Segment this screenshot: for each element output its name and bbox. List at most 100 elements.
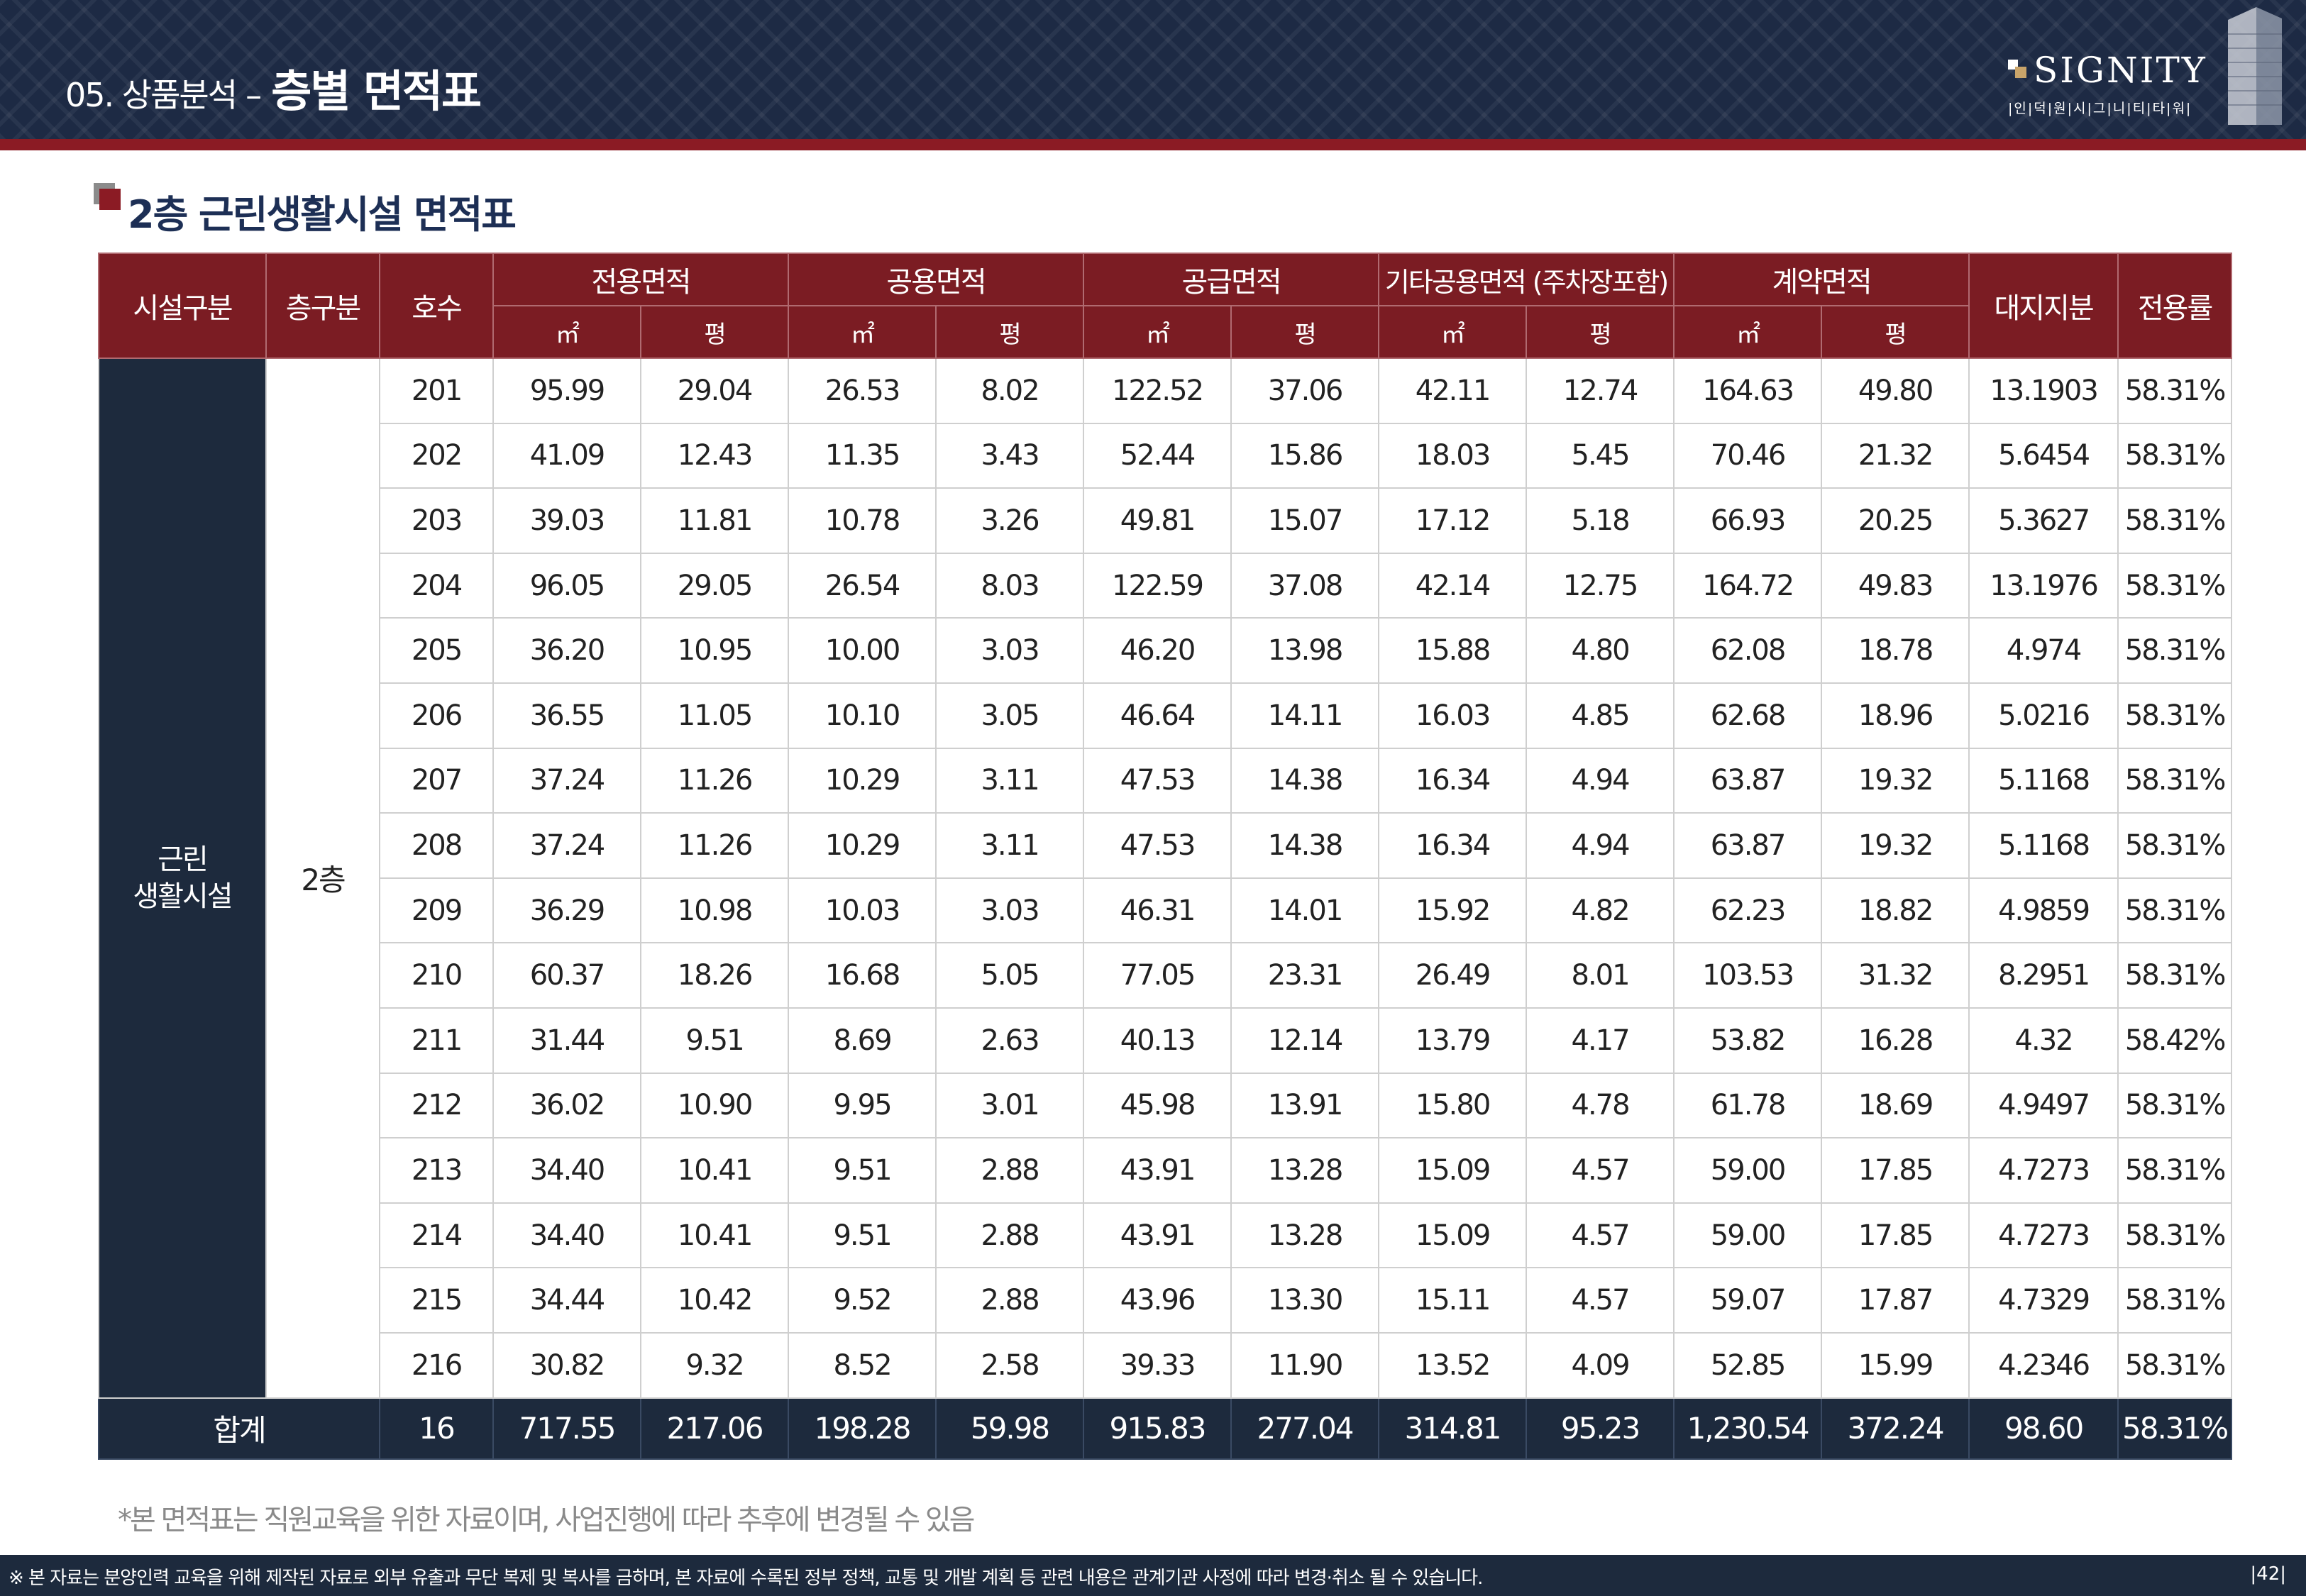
table-cell: 4.09 (1526, 1331, 1675, 1399)
table-cell: 13.91 (1230, 1072, 1380, 1139)
table-cell: 10.78 (788, 487, 937, 554)
table-cell: 49.81 (1083, 487, 1232, 554)
table-cell: 61.78 (1673, 1072, 1823, 1139)
table-cell: 13.28 (1230, 1202, 1380, 1269)
section-marker-accent (99, 189, 121, 210)
table-cell: 58.31% (2117, 617, 2233, 684)
table-row: 215 34.44 10.42 9.52 2.88 43.96 13.30 15.11 4.57… (99, 1267, 2233, 1334)
table-cell: 4.94 (1526, 812, 1675, 879)
table-cell: 96.05 (492, 552, 641, 619)
table-cell: 63.87 (1673, 812, 1823, 879)
table-cell: 26.54 (788, 552, 937, 619)
table-cell: 15.09 (1378, 1137, 1528, 1204)
table-cell: 58.31% (2117, 942, 2233, 1009)
facility-category-cell: 근린 생활시설 (98, 358, 267, 1399)
table-cell: 3.11 (935, 747, 1085, 814)
unit-pyeong: 평 (1526, 305, 1675, 359)
table-cell: 4.94 (1526, 747, 1675, 814)
table-row: 211 31.44 9.51 8.69 2.63 40.13 12.14 13.79 4.17 5… (99, 1007, 2233, 1074)
table-cell: 103.53 (1673, 942, 1823, 1009)
table-cell: 2.88 (935, 1267, 1085, 1334)
table-cell: 47.53 (1083, 812, 1232, 879)
unit-number-cell: 209 (379, 877, 494, 944)
table-cell: 58.31% (2117, 487, 2233, 554)
table-cell: 9.52 (788, 1267, 937, 1334)
table-cell: 58.31% (2117, 747, 2233, 814)
total-cell: 217.06 (639, 1397, 790, 1460)
table-cell: 8.01 (1526, 942, 1675, 1009)
table-cell: 3.03 (935, 617, 1085, 684)
unit-pyeong: 평 (1821, 305, 1970, 359)
table-cell: 4.7329 (1968, 1267, 2119, 1334)
table-cell: 23.31 (1230, 942, 1380, 1009)
table-cell: 8.2951 (1968, 942, 2119, 1009)
total-cell: 16 (379, 1397, 494, 1460)
table-cell: 13.30 (1230, 1267, 1380, 1334)
table-cell: 5.0216 (1968, 682, 2119, 749)
unit-number-cell: 214 (379, 1202, 494, 1269)
table-cell: 21.32 (1821, 422, 1970, 489)
total-label: 합계 (98, 1397, 380, 1460)
unit-number-cell: 201 (379, 358, 494, 424)
table-row: 207 37.24 11.26 10.29 3.11 47.53 14.38 16.34 4.9… (99, 747, 2233, 814)
table-cell: 58.31% (2117, 1202, 2233, 1269)
table-cell: 5.05 (935, 942, 1085, 1009)
total-cell: 372.24 (1821, 1397, 1970, 1460)
table-cell: 10.29 (788, 747, 937, 814)
table-cell: 4.85 (1526, 682, 1675, 749)
building-icon (2228, 7, 2282, 125)
table-cell: 4.57 (1526, 1202, 1675, 1269)
table-cell: 3.43 (935, 422, 1085, 489)
table-cell: 12.43 (639, 422, 790, 489)
logo-name: SIGNITY (2034, 50, 2207, 91)
table-cell: 26.53 (788, 358, 937, 424)
table-cell: 10.42 (639, 1267, 790, 1334)
title-separator: – (246, 76, 263, 114)
header-land-share: 대지지분 (1968, 253, 2119, 359)
page-main-title: 층별 면적표 (271, 65, 482, 117)
table-cell: 10.90 (639, 1072, 790, 1139)
table-cell: 49.80 (1821, 358, 1970, 424)
section-label: 05. 상품분석 (65, 76, 238, 114)
table-cell: 43.96 (1083, 1267, 1232, 1334)
floor-cell: 2층 (265, 358, 380, 1399)
table-cell: 17.87 (1821, 1267, 1970, 1334)
logo-mark-icon (2008, 60, 2026, 78)
table-cell: 34.40 (492, 1202, 641, 1269)
table-cell: 4.57 (1526, 1267, 1675, 1334)
table-cell: 3.05 (935, 682, 1085, 749)
table-cell: 5.1168 (1968, 812, 2119, 879)
table-cell: 3.01 (935, 1072, 1085, 1139)
header-exclusive-area: 전용면적 (492, 253, 790, 306)
table-cell: 4.7273 (1968, 1137, 2119, 1204)
table-cell: 4.2346 (1968, 1331, 2119, 1399)
table-cell: 9.51 (788, 1202, 937, 1269)
unit-number-cell: 203 (379, 487, 494, 554)
total-cell: 314.81 (1378, 1397, 1528, 1460)
table-cell: 18.78 (1821, 617, 1970, 684)
unit-number-cell: 215 (379, 1267, 494, 1334)
table-cell: 77.05 (1083, 942, 1232, 1009)
unit-pyeong: 평 (1230, 305, 1380, 359)
total-cell: 277.04 (1230, 1397, 1380, 1460)
table-cell: 12.14 (1230, 1007, 1380, 1074)
table-cell: 53.82 (1673, 1007, 1823, 1074)
table-row: 203 39.03 11.81 10.78 3.26 49.81 15.07 17.12 5.1… (99, 487, 2233, 554)
table-cell: 9.51 (639, 1007, 790, 1074)
table-cell: 8.69 (788, 1007, 937, 1074)
table-cell: 58.31% (2117, 1331, 2233, 1399)
table-cell: 58.31% (2117, 358, 2233, 424)
table-cell: 66.93 (1673, 487, 1823, 554)
table-cell: 2.58 (935, 1331, 1085, 1399)
table-row: 근린 생활시설 2층 201 95.99 29.04 26.53 8.02 122.52 37.… (98, 358, 2233, 1399)
table-cell: 11.26 (639, 812, 790, 879)
table-row: 214 34.40 10.41 9.51 2.88 43.91 13.28 15.09 4.57… (99, 1202, 2233, 1269)
table-cell: 10.10 (788, 682, 937, 749)
header-common-area: 공용면적 (788, 253, 1085, 306)
table-cell: 19.32 (1821, 812, 1970, 879)
table-row: 206 36.55 11.05 10.10 3.05 46.64 14.11 16.03 4.8… (99, 682, 2233, 749)
unit-sqm: ㎡ (1673, 305, 1823, 359)
table-cell: 59.00 (1673, 1137, 1823, 1204)
table-cell: 14.11 (1230, 682, 1380, 749)
table-cell: 4.32 (1968, 1007, 2119, 1074)
